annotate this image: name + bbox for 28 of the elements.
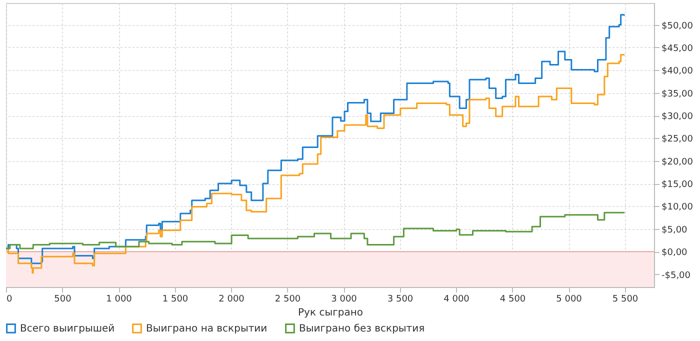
y-tick-label: $10,00 — [662, 202, 694, 213]
legend-label: Выиграно на вскрытии — [146, 323, 268, 334]
x-tick-label: 3 000 — [331, 294, 358, 304]
x-tick-label: 500 — [54, 294, 72, 304]
y-tick-label: $45,00 — [662, 44, 694, 54]
x-tick-label: 0 — [6, 294, 12, 304]
y-tick-label: -$5,00 — [662, 270, 691, 281]
y-tick-label: $35,00 — [662, 89, 694, 100]
y-tick-label: $30,00 — [662, 112, 694, 122]
x-tick-label: 1 500 — [162, 294, 188, 304]
x-tick-label: 3 500 — [387, 294, 414, 304]
x-tick-label: 4 500 — [500, 294, 526, 304]
legend-label: Выиграно без вскрытия — [299, 323, 425, 334]
x-tick-label: 4 000 — [444, 294, 470, 304]
x-tick-label: 5 000 — [556, 294, 582, 304]
y-tick-label: $5,00 — [662, 225, 688, 236]
legend-label: Всего выигрышей — [20, 323, 115, 334]
x-axis-title: Рук сыграно — [298, 308, 363, 318]
y-tick-label: $0,00 — [662, 248, 688, 258]
y-tick-label: $15,00 — [662, 180, 694, 190]
y-tick-label: $25,00 — [662, 134, 694, 145]
y-tick-label: $50,00 — [662, 21, 694, 32]
x-tick-label: 1 000 — [106, 294, 132, 304]
x-tick-label: 2 500 — [274, 294, 301, 304]
x-tick-label: 2 000 — [218, 294, 245, 304]
y-tick-label: $20,00 — [662, 157, 694, 168]
x-tick-label: 5 500 — [612, 294, 638, 304]
y-tick-label: $40,00 — [662, 66, 694, 77]
